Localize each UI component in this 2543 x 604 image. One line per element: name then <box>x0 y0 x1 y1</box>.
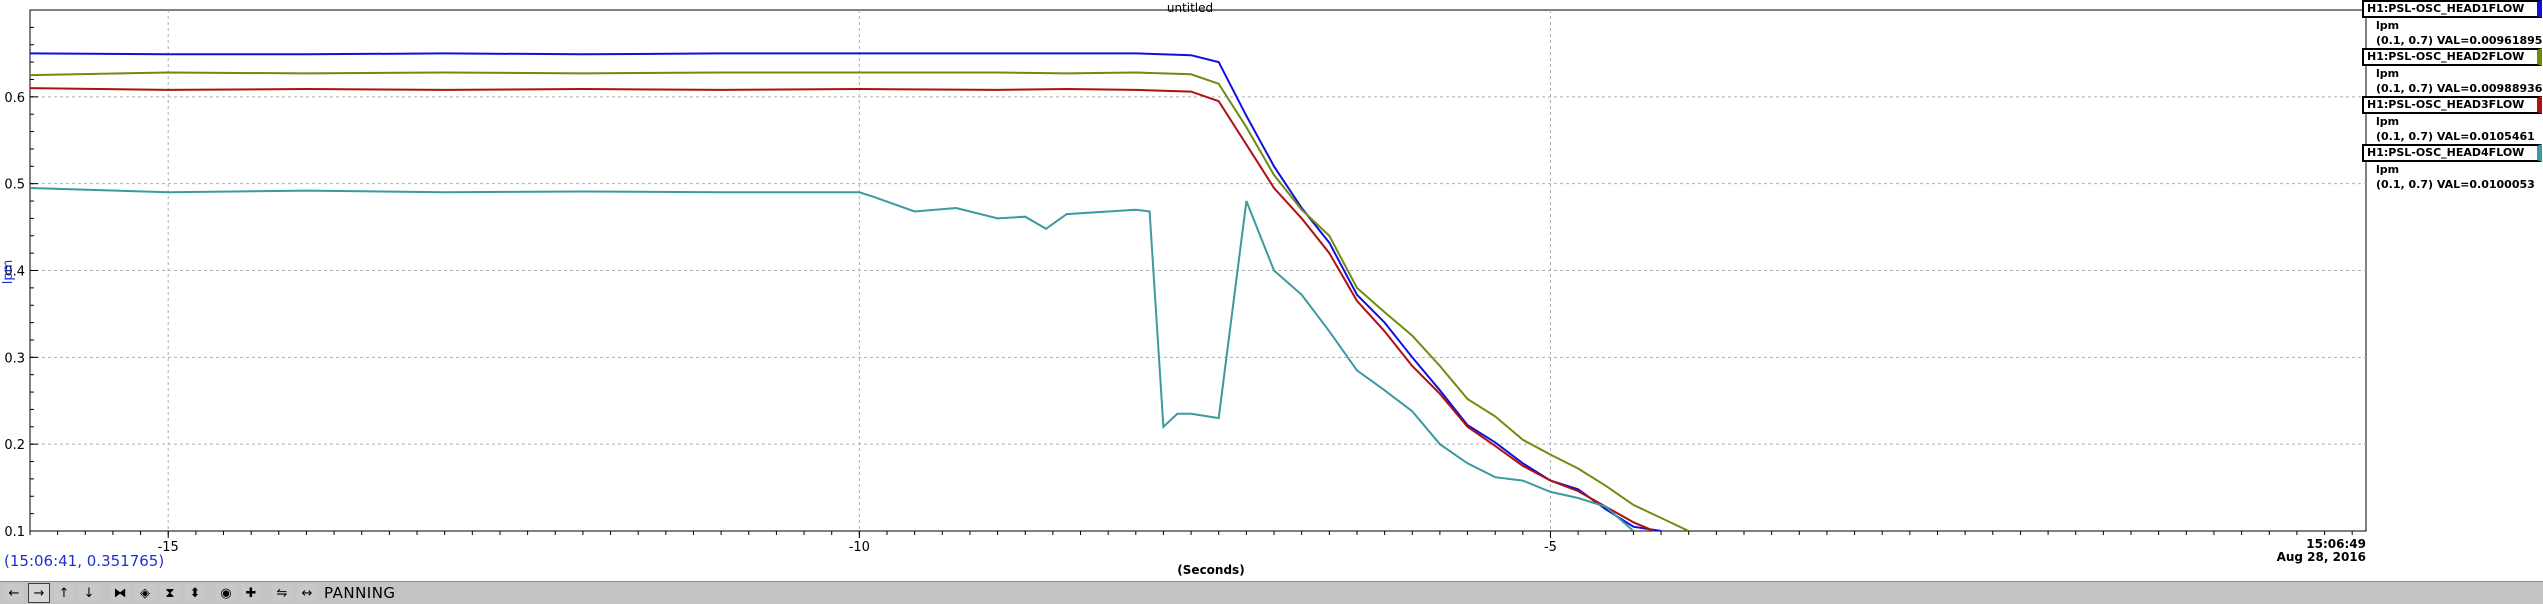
zoom-out-y-icon: ⬍ <box>189 585 201 601</box>
legend-value: (0.1, 0.7) VAL=0.00961895 <box>2376 34 2543 47</box>
legend-unit: lpm <box>2376 19 2400 32</box>
scroll-left-button[interactable]: ← <box>3 583 25 603</box>
zoom-out-x-icon: ◈ <box>140 585 150 601</box>
arrow-right-icon: → <box>33 585 45 601</box>
series-line-2 <box>30 71 1690 531</box>
y-tick-label: 0.5 <box>4 178 25 193</box>
y-tick-label: 0.3 <box>4 351 25 366</box>
scroll-down-button[interactable]: ↓ <box>78 583 100 603</box>
pan-icon: ↔ <box>301 585 313 601</box>
legend-unit: lpm <box>2376 163 2400 176</box>
series-line-3 <box>30 87 1655 531</box>
y-tick-label: 0.4 <box>4 265 25 280</box>
axes: 0.1 0.2 0.3 0.4 0.5 0.6 -15 -10 -5 <box>4 9 2353 555</box>
arrow-up-icon: ↑ <box>58 585 70 601</box>
date-label: Aug 28, 2016 <box>2277 550 2366 564</box>
scroll-right-button[interactable]: → <box>28 583 50 603</box>
legend-series-name: H1:PSL-OSC_HEAD2FLOW <box>2362 48 2542 66</box>
y-tick-label: 0.6 <box>4 91 25 106</box>
x-tick-label: -5 <box>1544 540 1557 555</box>
series-layer <box>30 52 1690 531</box>
scroll-up-button[interactable]: ↑ <box>53 583 75 603</box>
chart[interactable]: 0.1 0.2 0.3 0.4 0.5 0.6 -15 -10 -5 untitled (Sec… <box>0 0 2543 580</box>
autoscale-button[interactable]: ⇋ <box>271 583 293 603</box>
zoom-in-x-icon: ⧓ <box>113 585 127 601</box>
legend-entry[interactable]: H1:PSL-OSC_HEAD4FLOW lpm (0.1, 0.7) VAL=0.… <box>2362 144 2542 192</box>
time-label: 15:06:49 <box>2306 537 2366 551</box>
x-axis-label: (Seconds) <box>1177 563 1244 577</box>
toolbar: ← → ↑ ↓ ⧓ ◈ ⧗ ⬍ ◉ ✚ ⇋ ↔ PANNING <box>0 581 2543 604</box>
reset-button[interactable]: ◉ <box>215 583 237 603</box>
arrow-left-icon: ← <box>8 585 20 601</box>
y-tick-label: 0.1 <box>4 525 25 540</box>
grid <box>30 10 2366 531</box>
mode-label: PANNING <box>324 584 396 602</box>
plus-icon: ✚ <box>245 585 257 601</box>
autoscale-icon: ⇋ <box>276 585 288 601</box>
legend-series-name: H1:PSL-OSC_HEAD1FLOW <box>2362 0 2542 18</box>
x-tick-label: -15 <box>158 540 179 555</box>
cursor-readout: (15:06:41, 0.351765) <box>4 552 165 570</box>
legend-value: (0.1, 0.7) VAL=0.0100053 <box>2376 178 2535 191</box>
y-tick-label: 0.2 <box>4 438 25 453</box>
zoom-in-x-button[interactable]: ⧓ <box>109 583 131 603</box>
legend: H1:PSL-OSC_HEAD1FLOW lpm (0.1, 0.7) VAL=0.… <box>2362 0 2542 192</box>
legend-entry[interactable]: H1:PSL-OSC_HEAD3FLOW lpm (0.1, 0.7) VAL=0.… <box>2362 96 2542 144</box>
legend-series-name: H1:PSL-OSC_HEAD3FLOW <box>2362 96 2542 114</box>
toolbar-buttons: ← → ↑ ↓ ⧓ ◈ ⧗ ⬍ ◉ ✚ ⇋ ↔ <box>0 583 318 603</box>
legend-entry[interactable]: H1:PSL-OSC_HEAD2FLOW lpm (0.1, 0.7) VAL=0.… <box>2362 48 2542 96</box>
legend-entry[interactable]: H1:PSL-OSC_HEAD1FLOW lpm (0.1, 0.7) VAL=0.… <box>2362 0 2542 48</box>
legend-value: (0.1, 0.7) VAL=0.00988936 <box>2376 82 2543 95</box>
series-line-4 <box>30 187 1635 531</box>
arrow-down-icon: ↓ <box>83 585 95 601</box>
legend-value: (0.1, 0.7) VAL=0.0105461 <box>2376 130 2535 143</box>
series-line-1 <box>30 52 1662 531</box>
x-tick-label: -10 <box>849 540 870 555</box>
y-axis-label: lpm <box>1 260 16 285</box>
zoom-out-x-button[interactable]: ◈ <box>134 583 156 603</box>
pan-button[interactable]: ↔ <box>296 583 318 603</box>
chart-title: untitled <box>1167 1 1213 15</box>
legend-series-name: H1:PSL-OSC_HEAD4FLOW <box>2362 144 2542 162</box>
target-icon: ◉ <box>220 585 232 601</box>
zoom-in-y-icon: ⧗ <box>165 585 175 601</box>
legend-unit: lpm <box>2376 115 2400 128</box>
zoom-in-y-button[interactable]: ⧗ <box>159 583 181 603</box>
zoom-out-y-button[interactable]: ⬍ <box>184 583 206 603</box>
add-trace-button[interactable]: ✚ <box>240 583 262 603</box>
legend-unit: lpm <box>2376 67 2400 80</box>
